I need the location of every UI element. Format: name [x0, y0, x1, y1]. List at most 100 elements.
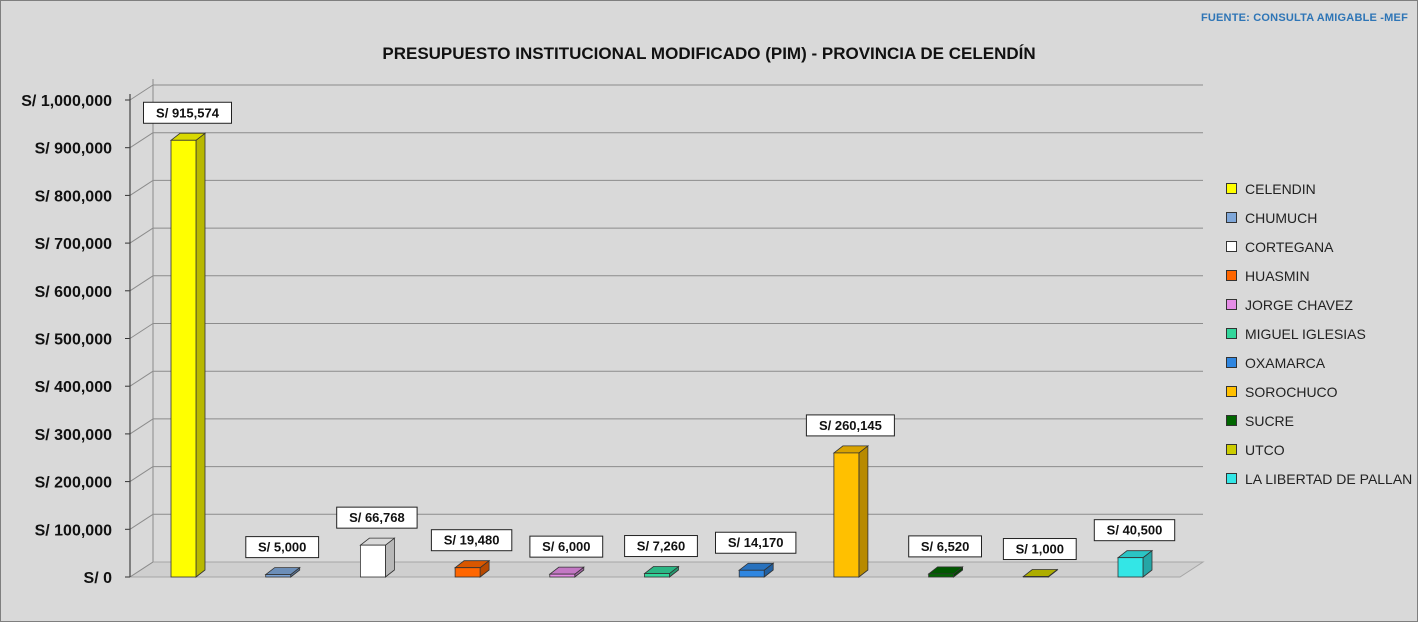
legend-swatch: [1226, 270, 1237, 281]
data-label-box: [1093, 519, 1176, 542]
legend-item: CHUMUCH: [1226, 203, 1412, 232]
legend-item: CORTEGANA: [1226, 232, 1412, 261]
bar-side: [858, 445, 869, 578]
legend-label: HUASMIN: [1245, 267, 1310, 284]
gridline-side: [129, 275, 154, 292]
legend-label: LA LIBERTAD DE PALLAN: [1245, 470, 1413, 487]
bar-front: [265, 574, 292, 578]
bar-front: [928, 573, 954, 578]
data-label: S/ 915,574: [143, 101, 232, 124]
data-label-box: [805, 414, 895, 437]
legend-swatch: [1226, 212, 1237, 223]
bar-cortegana: [359, 537, 396, 578]
y-tick-label: S/ 800,000: [35, 188, 113, 205]
bar-front: [549, 573, 576, 578]
data-label-box: [908, 535, 983, 558]
gridline-side: [129, 179, 154, 196]
legend-label: MIGUEL IGLESIAS: [1245, 325, 1366, 342]
legend-swatch: [1226, 473, 1237, 484]
data-label: S/ 6,520: [908, 535, 983, 558]
legend-swatch: [1226, 299, 1237, 310]
gridline-side: [129, 513, 154, 530]
legend-swatch: [1226, 328, 1237, 339]
bar-sucre: [927, 566, 964, 578]
legend-label: SUCRE: [1245, 412, 1295, 429]
legend-item: SOROCHUCO: [1226, 377, 1412, 406]
data-label-text: S/ 260,145: [819, 418, 882, 433]
data-label-text: S/ 19,480: [444, 533, 500, 548]
data-label-text: S/ 1,000: [1016, 542, 1064, 557]
data-label-text: S/ 915,574: [156, 105, 220, 120]
y-tick-label: S/ 600,000: [35, 284, 113, 301]
y-tick-label: S/ 400,000: [35, 379, 113, 396]
data-label: S/ 1,000: [1002, 538, 1077, 561]
y-tick-label: S/ 300,000: [35, 427, 113, 444]
data-label: S/ 260,145: [805, 414, 895, 437]
data-label-box: [143, 101, 232, 124]
legend-label: SOROCHUCO: [1245, 383, 1338, 400]
data-label-box: [1002, 538, 1077, 561]
data-label-text: S/ 7,260: [637, 539, 685, 554]
legend-swatch: [1226, 241, 1237, 252]
bar-sorochuco: [832, 445, 870, 578]
legend-swatch: [1226, 357, 1237, 368]
data-label-box: [245, 536, 320, 559]
gridline-side: [129, 227, 154, 244]
legend-swatch: [1226, 444, 1237, 455]
legend-item: OXAMARCA: [1226, 348, 1412, 377]
legend-label: JORGE CHAVEZ: [1245, 296, 1353, 313]
data-label-box: [529, 535, 604, 558]
data-label-text: S/ 6,520: [921, 539, 969, 554]
grid-layer: [128, 84, 1205, 578]
gridline-side: [129, 418, 154, 435]
bar-front: [644, 573, 670, 578]
y-axis: S/ 0 S/ 100,000 S/ 200,000 S/ 300,000 S/ 400…: [21, 79, 154, 587]
legend-label: UTCO: [1245, 441, 1285, 458]
data-label-text: S/ 14,170: [728, 535, 784, 550]
gridline-side: [129, 323, 154, 339]
data-label-box: [430, 529, 513, 552]
y-tick-label: S/ 700,000: [35, 236, 113, 253]
data-label-text: S/ 40,500: [1107, 523, 1163, 538]
bar-front: [170, 139, 197, 578]
y-tick-label: S/ 1,000,000: [21, 93, 112, 110]
y-tick-label: S/ 900,000: [35, 141, 113, 158]
legend-item: SUCRE: [1226, 406, 1412, 435]
bar-miguel-iglesias: [643, 565, 680, 578]
y-tick-label: S/ 100,000: [35, 522, 113, 539]
gridline-side: [129, 84, 154, 101]
data-label-box: [624, 535, 698, 558]
legend-swatch: [1226, 386, 1237, 397]
bar-chumuch: [264, 566, 301, 578]
data-label-box: [336, 506, 418, 529]
legend-item: UTCO: [1226, 435, 1412, 464]
legend-item: CELENDIN: [1226, 174, 1412, 203]
source-note: FUENTE: CONSULTA AMIGABLE -MEF: [1200, 12, 1408, 24]
gridline-side: [129, 561, 154, 578]
legend-item: LA LIBERTAD DE PALLAN: [1226, 464, 1412, 493]
data-label: S/ 66,768: [336, 506, 418, 529]
data-label-box: [715, 531, 797, 554]
bar-utco: [1022, 568, 1059, 578]
bar-front: [454, 567, 481, 578]
bar-huasmin: [453, 559, 491, 578]
bar-front: [833, 452, 860, 578]
gridline-side: [129, 132, 154, 149]
data-label-text: S/ 66,768: [349, 510, 405, 525]
legend-swatch: [1226, 183, 1237, 194]
legend-label: CHUMUCH: [1245, 209, 1318, 226]
bar-jorge-chavez: [548, 566, 585, 578]
legend-label: OXAMARCA: [1245, 354, 1326, 371]
bar-front: [1117, 557, 1144, 578]
bar-front: [738, 569, 765, 578]
legend-item: JORGE CHAVEZ: [1226, 290, 1412, 319]
data-label: S/ 40,500: [1093, 519, 1176, 542]
legend-label: CORTEGANA: [1245, 238, 1334, 255]
data-label: S/ 7,260: [624, 535, 698, 558]
bar-side: [195, 132, 206, 578]
data-label: S/ 19,480: [430, 529, 513, 552]
bar-front: [359, 544, 386, 578]
y-tick-label: S/ 500,000: [35, 332, 113, 349]
data-label-text: S/ 5,000: [258, 540, 306, 555]
legend-swatch: [1226, 415, 1237, 426]
